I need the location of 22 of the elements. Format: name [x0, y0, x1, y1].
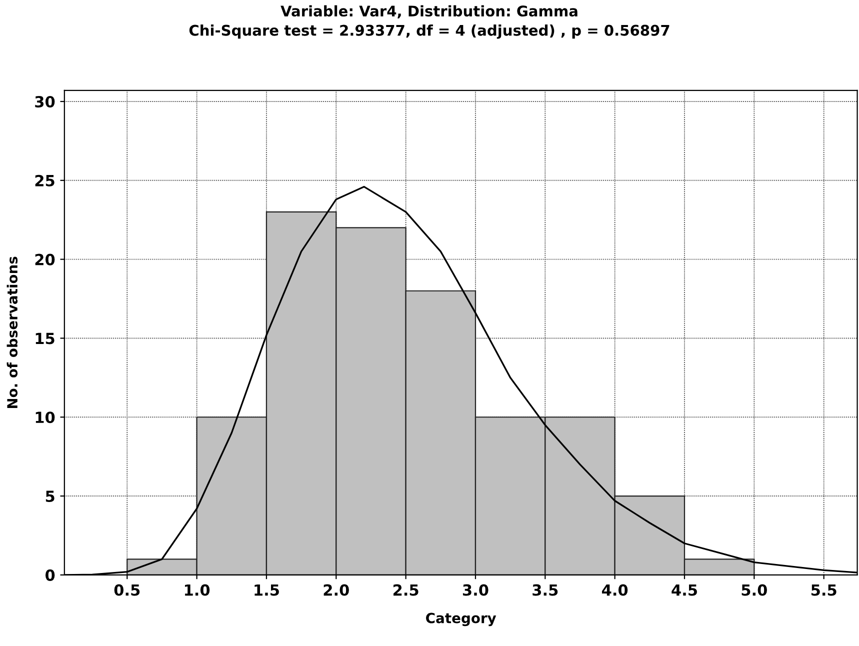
x-tick-label: 0.5: [114, 584, 140, 596]
x-tick-label: 1.5: [254, 584, 279, 596]
x-axis-title: Category: [426, 612, 496, 626]
x-tick-label: 2.5: [393, 584, 418, 596]
x-tick-label: 2.0: [324, 584, 349, 596]
x-tick-label: 1.0: [184, 584, 210, 596]
y-tick-label: 15: [36, 332, 54, 344]
y-tick-label: 20: [35, 254, 55, 266]
x-tick-label: 4.5: [672, 584, 697, 596]
chart-title: Variable: Var4, Distribution: Gamma: [280, 5, 578, 18]
y-tick-label: 10: [36, 412, 55, 424]
x-tick-label: 5.0: [742, 584, 767, 596]
x-tick-label: 5.5: [811, 584, 836, 596]
chart-subtitle: Chi-Square test = 2.93377, df = 4 (adjusted) , p = 0.56897: [189, 24, 670, 39]
x-tick-label: 3.0: [462, 584, 488, 596]
x-tick-label: 3.5: [532, 584, 558, 596]
y-axis-title: No. of observations: [6, 256, 18, 408]
y-tick-label: 30: [35, 96, 55, 108]
x-tick-label: 4.0: [602, 584, 628, 596]
y-tick-label: 25: [35, 174, 54, 186]
y-tick-label: 5: [46, 490, 54, 502]
y-tick-label: 0: [46, 569, 55, 581]
